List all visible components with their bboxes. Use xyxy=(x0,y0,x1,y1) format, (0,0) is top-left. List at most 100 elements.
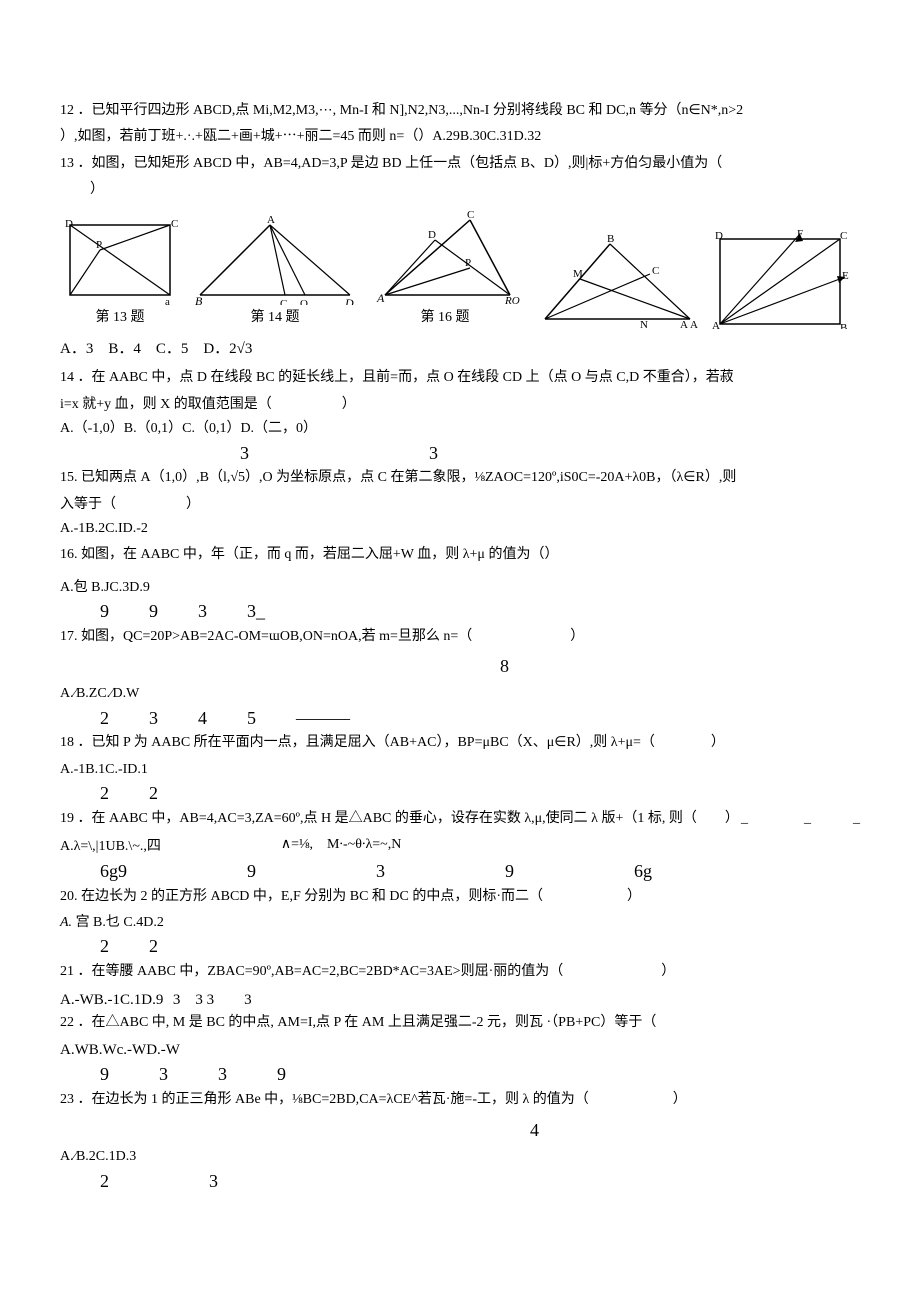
q14-text: ．在 AABC 中，点 D 在线段 BC 的延长线上，且前=而，点 O 在线段 … xyxy=(78,370,734,385)
q12-text: ．已知平行四边形 ABCD,点 Mi,M2,M3,⋯, Mn-I 和 N],N2… xyxy=(78,103,744,118)
q19-num: 19 xyxy=(60,811,74,826)
q12-text2: ）,如图，若前丁班+.·.+瓯二+画+城+⋯+丽二=45 而则 n=（）A.29… xyxy=(60,129,541,144)
q17-frac-right: 8 xyxy=(500,652,860,681)
q16-options: A.包 B.JC.3D.9 xyxy=(60,577,860,599)
q23-text: ．在边长为 1 的正三角形 ABe 中，⅛BC=2BD,CA=λCE^若瓦·施=… xyxy=(78,1092,687,1107)
question-22: 22 ．在△ABC 中, M 是 BC 的中点, AM=I,点 P 在 AM 上… xyxy=(60,1012,860,1034)
svg-text:D: D xyxy=(65,218,73,230)
q12-num: 12 xyxy=(60,103,74,118)
q15-text: 已知两点 A（1,0）,B（l,√5）,O 为坐标原点，点 C 在第二象限，⅛Z… xyxy=(81,470,736,485)
q20-num: 20. xyxy=(60,889,78,904)
svg-text:A: A xyxy=(267,215,275,226)
q14-num: 14 xyxy=(60,370,74,385)
question-14: 14 ．在 AABC 中，点 D 在线段 BC 的延长线上，且前=而，点 O 在… xyxy=(60,367,860,389)
svg-text:RO: RO xyxy=(504,295,520,305)
q19-options: A.λ=\,|1UB.\~.,四 xyxy=(60,836,161,858)
q22-num: 22 xyxy=(60,1015,74,1030)
svg-text:A: A xyxy=(680,319,688,329)
question-13: 13 ．如图，已知矩形 ABCD 中，AB=4,AD=3,P 是边 BD 上任一… xyxy=(60,153,860,175)
diagram-16: C D A RO P 第 16 题 xyxy=(370,210,520,329)
q14-options: A.（-1,0）B.（0,1）C.（0,1）D.（二，0） xyxy=(60,418,860,440)
diagram-extra-1: B M C N A A xyxy=(530,234,700,329)
q21-num: 21 xyxy=(60,964,74,979)
q21-options-row: A.-WB.-1C.1D.9 3 3 3 3 xyxy=(60,988,860,1012)
q20-frac: 2 2 xyxy=(100,932,860,961)
svg-text:C: C xyxy=(840,230,847,242)
q22-text: ．在△ABC 中, M 是 BC 的中点, AM=I,点 P 在 AM 上且满足… xyxy=(78,1015,657,1030)
question-20: 20. 在边长为 2 的正方形 ABCD 中，E,F 分别为 BC 和 DC 的… xyxy=(60,886,860,908)
q15-num: 15. xyxy=(60,470,78,485)
question-19: 19 ．在 AABC 中，AB=4,AC=3,ZA=60º,点 H 是△ABC … xyxy=(60,808,739,830)
q18-frac: 2 2 xyxy=(100,779,860,808)
svg-text:B: B xyxy=(607,234,614,245)
q21-options: A.-WB.-1C.1D.9 xyxy=(60,992,163,1008)
diagrams-row: D C a P 第 13 题 A B C O D 第 14 题 xyxy=(60,210,860,329)
q15-options: A.-1B.2C.ID.-2 xyxy=(60,518,860,540)
q23-num: 23 xyxy=(60,1092,74,1107)
svg-text:F: F xyxy=(797,229,803,240)
svg-text:A: A xyxy=(690,319,698,329)
q13-num: 13 xyxy=(60,156,74,171)
q16-text: 如图，在 AABC 中，年（正，而 q 而，若屈二入屈+W 血，则 λ+μ 的值… xyxy=(81,547,558,562)
svg-text:C: C xyxy=(652,265,659,277)
q17-text: 如图，QC=20P>AB=2AC-OM=ɯOB,ON=nOA,若 m=旦那么 n… xyxy=(81,629,584,644)
q17-options: A.∕B.ZC.∕D.W xyxy=(60,683,860,705)
q18-num: 18 xyxy=(60,735,74,750)
svg-text:N: N xyxy=(640,319,648,329)
q23-frac-right: 4 xyxy=(530,1116,860,1145)
q15-text2: 入等于（ ） xyxy=(60,494,860,516)
question-23: 23 ．在边长为 1 的正三角形 ABe 中，⅛BC=2BD,CA=λCE^若瓦… xyxy=(60,1089,860,1111)
q19-frac: 6g9 9 3 9 6g xyxy=(100,857,860,886)
diagram-16-label: 第 16 题 xyxy=(421,307,470,329)
svg-text:A: A xyxy=(712,320,720,329)
question-15: 15. 已知两点 A（1,0）,B（l,√5）,O 为坐标原点，点 C 在第二象… xyxy=(60,467,860,489)
q18-text: ．已知 P 为 AABC 所在平面内一点，且满足屈入（AB+AC），BP=μBC… xyxy=(78,735,725,750)
q20-text: 在边长为 2 的正方形 ABCD 中，E,F 分别为 BC 和 DC 的中点，则… xyxy=(81,889,641,904)
q22-frac: 9 3 3 9 xyxy=(100,1060,860,1089)
question-12: 12 ．已知平行四边形 ABCD,点 Mi,M2,M3,⋯, Mn-I 和 N]… xyxy=(60,100,860,122)
diagram-14: A B C O D 第 14 题 xyxy=(190,215,360,329)
q13-options: A．3 B．4 C．5 D．2√3 xyxy=(60,337,860,361)
q22-options: A.WB.Wc.-WD.-W xyxy=(60,1038,860,1062)
question-21: 21 ．在等腰 AABC 中，ZBAC=90º,AB=AC=2,BC=2BD*A… xyxy=(60,961,860,983)
question-12-cont: ）,如图，若前丁班+.·.+瓯二+画+城+⋯+丽二=45 而则 n=（）A.29… xyxy=(60,126,860,148)
q16-frac: 9 9 3 3_ xyxy=(100,597,860,626)
q15-frac: 3 3 xyxy=(240,439,860,468)
q18-options: A.-1B.1C.-ID.1 xyxy=(60,759,860,781)
svg-text:M: M xyxy=(573,268,583,280)
diagram-extra-2-svg: D F C E A B xyxy=(710,229,850,329)
svg-text:P: P xyxy=(465,257,471,269)
svg-text:C: C xyxy=(280,298,287,305)
q23-options: A.∕B.2C.1D.3 xyxy=(60,1146,860,1168)
q13-paren: ） xyxy=(90,179,860,201)
svg-text:P: P xyxy=(96,239,102,251)
diagram-13: D C a P 第 13 题 xyxy=(60,215,180,329)
svg-text:C: C xyxy=(171,218,178,230)
diagram-14-label: 第 14 题 xyxy=(251,307,300,329)
q19-text: ．在 AABC 中，AB=4,AC=3,ZA=60º,点 H 是△ABC 的垂心… xyxy=(78,811,739,826)
svg-text:O: O xyxy=(300,298,308,305)
svg-text:D: D xyxy=(344,296,354,305)
q21-text: ．在等腰 AABC 中，ZBAC=90º,AB=AC=2,BC=2BD*AC=3… xyxy=(78,964,676,979)
diagram-14-svg: A B C O D xyxy=(190,215,360,305)
question-16: 16. 如图，在 AABC 中，年（正，而 q 而，若屈二入屈+W 血，则 λ+… xyxy=(60,544,860,566)
svg-text:E: E xyxy=(842,270,849,282)
question-17: 17. 如图，QC=20P>AB=2AC-OM=ɯOB,ON=nOA,若 m=旦… xyxy=(60,626,860,648)
svg-text:B: B xyxy=(195,294,203,305)
q19-overline: _ _ _ xyxy=(741,808,860,834)
question-18: 18 ．已知 P 为 AABC 所在平面内一点，且满足屈入（AB+AC），BP=… xyxy=(60,732,860,754)
svg-text:B: B xyxy=(840,322,847,329)
svg-text:a: a xyxy=(165,296,170,305)
diagram-13-label: 第 13 题 xyxy=(96,307,145,329)
q19-opts2: ∧=⅛, M∙-~θ∙λ=~,N xyxy=(281,834,401,858)
diagram-13-svg: D C a P xyxy=(60,215,180,305)
svg-text:D: D xyxy=(428,229,436,241)
q13-text: ．如图，已知矩形 ABCD 中，AB=4,AD=3,P 是边 BD 上任一点（包… xyxy=(78,156,723,171)
q23-frac: 2 3 xyxy=(100,1167,860,1196)
diagram-16-svg: C D A RO P xyxy=(370,210,520,305)
q20-options: A. 宫 B.乜 C.4D.2 xyxy=(60,912,860,934)
q17-num: 17. xyxy=(60,629,78,644)
diagram-extra-1-svg: B M C N A A xyxy=(530,234,700,329)
diagram-extra-2: D F C E A B xyxy=(710,229,850,329)
q14-text2: i=x 就+y 血，则 X 的取值范围是（ ） xyxy=(60,394,860,416)
